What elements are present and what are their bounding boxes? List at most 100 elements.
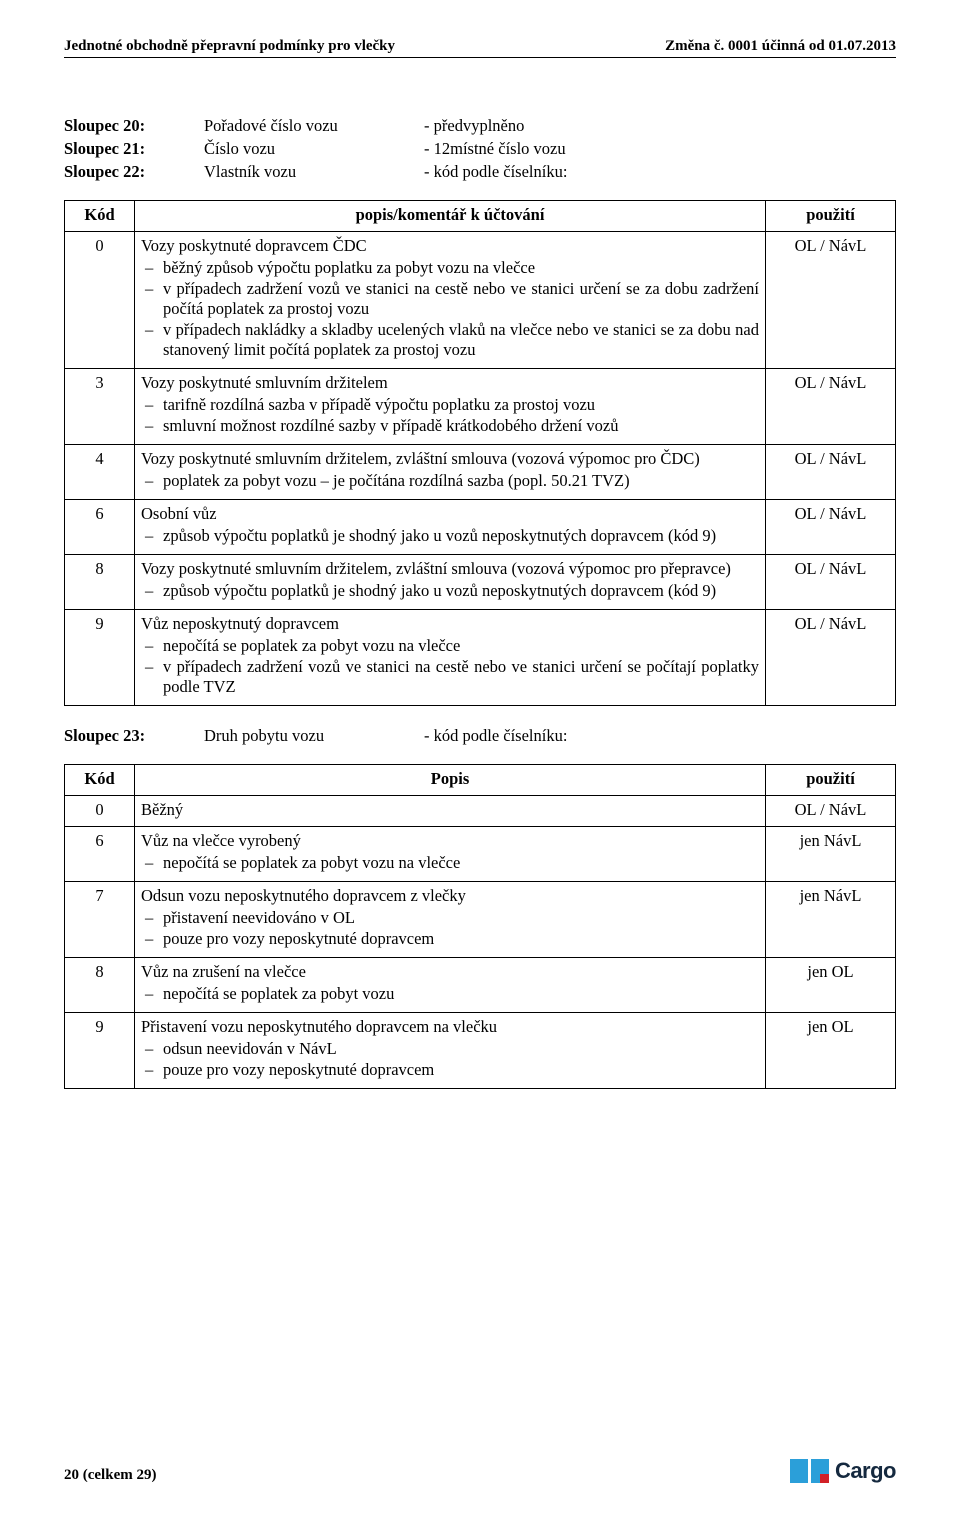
th-desc: popis/komentář k účtování [135, 201, 766, 232]
list-item: běžný způsob výpočtu poplatku za pobyt v… [163, 258, 759, 278]
th-code: Kód [65, 765, 135, 796]
page-number: 20 (celkem 29) [64, 1467, 156, 1484]
th-desc: Popis [135, 765, 766, 796]
def-name: Číslo vozu [204, 139, 424, 159]
row-items: nepočítá se poplatek za pobyt vozu na vl… [141, 636, 759, 697]
row-items: tarifně rozdílná sazba v případě výpočtu… [141, 395, 759, 436]
th-usage: použití [766, 201, 896, 232]
table-header-row: Kód Popis použití [65, 765, 896, 796]
table-row: 3Vozy poskytnuté smluvním držitelemtarif… [65, 369, 896, 445]
row-items: odsun neevidován v NávLpouze pro vozy ne… [141, 1039, 759, 1080]
list-item: nepočítá se poplatek za pobyt vozu [163, 984, 759, 1004]
list-item: v případech zadržení vozů ve stanici na … [163, 279, 759, 319]
table-row: 8 Vozy poskytnuté smluvním držitelem, zvl… [65, 555, 896, 610]
table-row: 9 Vůz neposkytnutý dopravcemnepočítá se p… [65, 610, 896, 706]
cell-usage: OL / NávL [766, 369, 896, 445]
table-row: 8Vůz na zrušení na vlečcenepočítá se pop… [65, 958, 896, 1013]
cell-usage: OL / NávL [766, 555, 896, 610]
row-items: nepočítá se poplatek za pobyt vozu [141, 984, 759, 1004]
cell-code: 9 [65, 610, 135, 706]
cell-desc: Běžný [135, 796, 766, 827]
def-desc: - kód podle číselníku: [424, 726, 896, 746]
def-name: Vlastník vozu [204, 162, 424, 182]
table-row: 0Vozy poskytnuté dopravcem ČDCběžný způs… [65, 232, 896, 369]
list-item: tarifně rozdílná sazba v případě výpočtu… [163, 395, 759, 415]
list-item: způsob výpočtu poplatků je shodný jako u… [163, 581, 759, 601]
list-item: pouze pro vozy neposkytnuté dopravcem [163, 929, 759, 949]
cell-code: 8 [65, 555, 135, 610]
list-item: nepočítá se poplatek za pobyt vozu na vl… [163, 636, 759, 656]
cell-code: 9 [65, 1013, 135, 1089]
row-label: Vůz na vlečce vyrobený [141, 831, 759, 851]
header-left: Jednotné obchodně přepravní podmínky pro… [64, 38, 395, 55]
cell-usage: jen OL [766, 958, 896, 1013]
def-desc: - kód podle číselníku: [424, 162, 896, 182]
cell-usage: OL / NávL [766, 796, 896, 827]
th-usage: použití [766, 765, 896, 796]
row-items: způsob výpočtu poplatků je shodný jako u… [141, 581, 759, 601]
def-desc: - 12místné číslo vozu [424, 139, 896, 159]
def-label: Sloupec 21: [64, 139, 204, 159]
cell-usage: OL / NávL [766, 500, 896, 555]
list-item: přistavení neevidováno v OL [163, 908, 759, 928]
table-row: 0BěžnýOL / NávL [65, 796, 896, 827]
def-label: Sloupec 22: [64, 162, 204, 182]
definition-row: Sloupec 22:Vlastník vozu- kód podle číse… [64, 162, 896, 182]
row-items: poplatek za pobyt vozu – je počítána roz… [141, 471, 759, 491]
cell-code: 6 [65, 500, 135, 555]
th-code: Kód [65, 201, 135, 232]
cell-desc: Vozy poskytnuté smluvním držitelem, zvlá… [135, 445, 766, 500]
row-label: Vozy poskytnuté smluvním držitelem, zvlá… [141, 559, 759, 579]
logo-mark-icon [790, 1459, 829, 1483]
def-name: Druh pobytu vozu [204, 726, 424, 746]
definitions-block-a: Sloupec 20:Pořadové číslo vozu- předvypl… [64, 116, 896, 182]
cargo-logo: Cargo [790, 1458, 896, 1484]
row-label: Vozy poskytnuté smluvním držitelem, zvlá… [141, 449, 759, 469]
def-label: Sloupec 20: [64, 116, 204, 136]
list-item: v případech zadržení vozů ve stanici na … [163, 657, 759, 697]
table-row: 6Vůz na vlečce vyrobenýnepočítá se popla… [65, 827, 896, 882]
def-label: Sloupec 23: [64, 726, 204, 746]
logo-text: Cargo [835, 1458, 896, 1484]
definition-row: Sloupec 21:Číslo vozu- 12místné číslo vo… [64, 139, 896, 159]
row-items: běžný způsob výpočtu poplatku za pobyt v… [141, 258, 759, 360]
cell-desc: Přistavení vozu neposkytnutého dopravcem… [135, 1013, 766, 1089]
cell-code: 0 [65, 232, 135, 369]
cell-usage: OL / NávL [766, 610, 896, 706]
row-items: nepočítá se poplatek za pobyt vozu na vl… [141, 853, 759, 873]
list-item: poplatek za pobyt vozu – je počítána roz… [163, 471, 759, 491]
row-label: Vozy poskytnuté dopravcem ČDC [141, 236, 759, 256]
cell-desc: Vůz na zrušení na vlečcenepočítá se popl… [135, 958, 766, 1013]
list-item: v případech nakládky a skladby ucelených… [163, 320, 759, 360]
def-desc: - předvyplněno [424, 116, 896, 136]
row-label: Vůz na zrušení na vlečce [141, 962, 759, 982]
row-items: způsob výpočtu poplatků je shodný jako u… [141, 526, 759, 546]
cell-usage: OL / NávL [766, 232, 896, 369]
definition-row: Sloupec 23:Druh pobytu vozu- kód podle č… [64, 726, 896, 746]
cell-desc: Odsun vozu neposkytnutého dopravcem z vl… [135, 882, 766, 958]
table-row: 4 Vozy poskytnuté smluvním držitelem, zvl… [65, 445, 896, 500]
table-b: Kód Popis použití 0BěžnýOL / NávL6Vůz na… [64, 764, 896, 1089]
cell-usage: jen OL [766, 1013, 896, 1089]
row-label: Osobní vůz [141, 504, 759, 524]
cell-desc: Vozy poskytnuté dopravcem ČDCběžný způso… [135, 232, 766, 369]
cell-usage: jen NávL [766, 827, 896, 882]
cell-code: 3 [65, 369, 135, 445]
cell-code: 8 [65, 958, 135, 1013]
table-row: 9Přistavení vozu neposkytnutého dopravce… [65, 1013, 896, 1089]
table-a: Kód popis/komentář k účtování použití 0V… [64, 200, 896, 706]
cell-desc: Vůz na vlečce vyrobenýnepočítá se poplat… [135, 827, 766, 882]
def-name: Pořadové číslo vozu [204, 116, 424, 136]
table-header-row: Kód popis/komentář k účtování použití [65, 201, 896, 232]
cell-code: 0 [65, 796, 135, 827]
cell-code: 7 [65, 882, 135, 958]
row-label: Odsun vozu neposkytnutého dopravcem z vl… [141, 886, 759, 906]
cell-desc: Vozy poskytnuté smluvním držitelemtarifn… [135, 369, 766, 445]
cell-usage: jen NávL [766, 882, 896, 958]
list-item: nepočítá se poplatek za pobyt vozu na vl… [163, 853, 759, 873]
row-items: přistavení neevidováno v OLpouze pro voz… [141, 908, 759, 949]
cell-code: 4 [65, 445, 135, 500]
table-row: 7 Odsun vozu neposkytnutého dopravcem z v… [65, 882, 896, 958]
cell-usage: OL / NávL [766, 445, 896, 500]
row-label: Vůz neposkytnutý dopravcem [141, 614, 759, 634]
